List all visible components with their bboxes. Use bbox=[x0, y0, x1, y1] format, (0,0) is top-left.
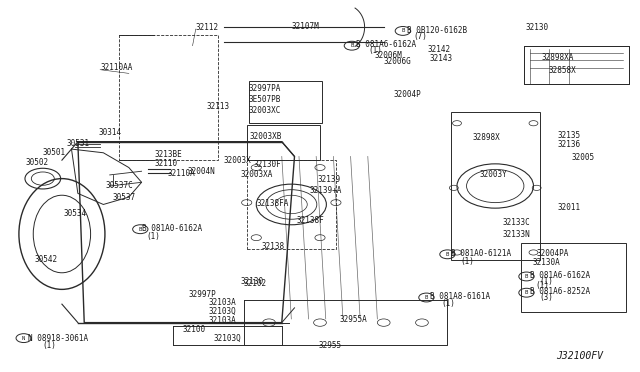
Text: 30537: 30537 bbox=[113, 193, 136, 202]
Text: B: B bbox=[401, 28, 404, 33]
Text: N: N bbox=[22, 336, 26, 341]
Text: 32130: 32130 bbox=[241, 277, 264, 286]
Text: 32142: 32142 bbox=[427, 45, 450, 54]
Text: N 08918-3061A: N 08918-3061A bbox=[28, 334, 88, 343]
Text: B: B bbox=[350, 43, 353, 48]
Text: B 081A0-6162A: B 081A0-6162A bbox=[141, 224, 202, 233]
Text: B: B bbox=[525, 290, 528, 295]
Text: 32100: 32100 bbox=[183, 326, 206, 334]
Text: B: B bbox=[425, 295, 428, 300]
Text: 32955A: 32955A bbox=[339, 315, 367, 324]
Text: 32130: 32130 bbox=[525, 23, 548, 32]
Text: B 081A6-6162A: B 081A6-6162A bbox=[356, 41, 416, 49]
Text: 30502: 30502 bbox=[26, 157, 49, 167]
Text: (1): (1) bbox=[536, 281, 549, 290]
Text: B 081A8-6161A: B 081A8-6161A bbox=[430, 292, 490, 301]
Text: 32003X: 32003X bbox=[223, 155, 251, 165]
Text: 30314: 30314 bbox=[99, 128, 122, 137]
Text: 32102: 32102 bbox=[244, 279, 267, 288]
Text: 30534: 30534 bbox=[64, 209, 87, 218]
Text: (1): (1) bbox=[43, 341, 57, 350]
Bar bbox=[119, 35, 218, 160]
Text: 32139: 32139 bbox=[317, 175, 340, 184]
Text: 32005: 32005 bbox=[572, 153, 595, 162]
Text: 32006G: 32006G bbox=[384, 57, 412, 66]
Bar bbox=[524, 46, 629, 84]
Text: 3E507PB: 3E507PB bbox=[248, 95, 281, 104]
Text: B 081A0-6121A: B 081A0-6121A bbox=[451, 249, 511, 258]
Bar bbox=[451, 112, 540, 260]
Text: 32130A: 32130A bbox=[532, 258, 560, 267]
Text: (1): (1) bbox=[460, 257, 474, 266]
Text: B 081A6-6162A: B 081A6-6162A bbox=[531, 271, 591, 280]
Bar bbox=[524, 46, 629, 84]
Text: 32997P: 32997P bbox=[188, 291, 216, 299]
Text: (1): (1) bbox=[369, 46, 382, 55]
Text: 32003XA: 32003XA bbox=[241, 170, 273, 179]
Text: 32135: 32135 bbox=[557, 131, 580, 140]
Text: 32110: 32110 bbox=[155, 159, 178, 169]
Text: 32107M: 32107M bbox=[291, 22, 319, 31]
Text: 32143: 32143 bbox=[429, 54, 452, 63]
Text: 32004PA: 32004PA bbox=[537, 249, 569, 258]
Text: 32997PA: 32997PA bbox=[248, 84, 281, 93]
Text: J32100FV: J32100FV bbox=[557, 352, 604, 361]
Text: 32004P: 32004P bbox=[394, 90, 421, 99]
Text: (1): (1) bbox=[540, 278, 554, 286]
Bar bbox=[246, 160, 336, 249]
Text: 32139+A: 32139+A bbox=[309, 186, 342, 195]
Text: 32955: 32955 bbox=[319, 341, 342, 350]
Text: 32130F: 32130F bbox=[253, 160, 281, 169]
Text: 32103Q: 32103Q bbox=[209, 307, 236, 316]
Text: 32103Q: 32103Q bbox=[214, 334, 241, 343]
Text: 32112: 32112 bbox=[196, 23, 219, 32]
Text: (3): (3) bbox=[540, 294, 554, 302]
Text: 32003Y: 32003Y bbox=[479, 170, 507, 179]
Text: 30542: 30542 bbox=[35, 255, 58, 264]
Text: 32003XB: 32003XB bbox=[250, 132, 282, 141]
Bar bbox=[521, 243, 626, 311]
Text: B: B bbox=[525, 274, 528, 279]
Text: 32004N: 32004N bbox=[188, 167, 215, 176]
Text: 32898X: 32898X bbox=[473, 133, 500, 142]
Text: 32858X: 32858X bbox=[548, 66, 576, 75]
Bar bbox=[246, 125, 320, 160]
Text: 30501: 30501 bbox=[43, 148, 66, 157]
Text: B: B bbox=[446, 252, 449, 257]
Text: B 081A6-8252A: B 081A6-8252A bbox=[531, 288, 591, 296]
Text: 32103A: 32103A bbox=[209, 316, 236, 325]
Text: 32138: 32138 bbox=[261, 242, 285, 251]
Text: 32138F: 32138F bbox=[296, 216, 324, 225]
Text: 32006M: 32006M bbox=[374, 51, 402, 60]
Text: 32136: 32136 bbox=[557, 140, 580, 149]
Text: 32110A: 32110A bbox=[167, 169, 195, 177]
Text: 30531: 30531 bbox=[67, 139, 90, 148]
Text: 3213BE: 3213BE bbox=[154, 150, 182, 159]
Text: (7): (7) bbox=[413, 32, 428, 41]
Text: 30537C: 30537C bbox=[105, 182, 133, 190]
Text: (1): (1) bbox=[147, 232, 161, 241]
Text: 32133C: 32133C bbox=[502, 218, 530, 227]
Text: 32103A: 32103A bbox=[209, 298, 236, 307]
Text: 32113: 32113 bbox=[207, 102, 230, 111]
Text: (1): (1) bbox=[442, 299, 456, 308]
Text: 32138FA: 32138FA bbox=[256, 199, 289, 208]
Text: B: B bbox=[139, 227, 142, 232]
Text: 32898XA: 32898XA bbox=[541, 53, 574, 62]
Text: 32003XC: 32003XC bbox=[248, 106, 281, 115]
Text: 32133N: 32133N bbox=[502, 230, 530, 239]
Text: 32110AA: 32110AA bbox=[100, 63, 132, 72]
Text: B 0B120-6162B: B 0B120-6162B bbox=[406, 26, 467, 35]
Bar bbox=[248, 81, 322, 123]
Text: 32011: 32011 bbox=[557, 203, 580, 212]
